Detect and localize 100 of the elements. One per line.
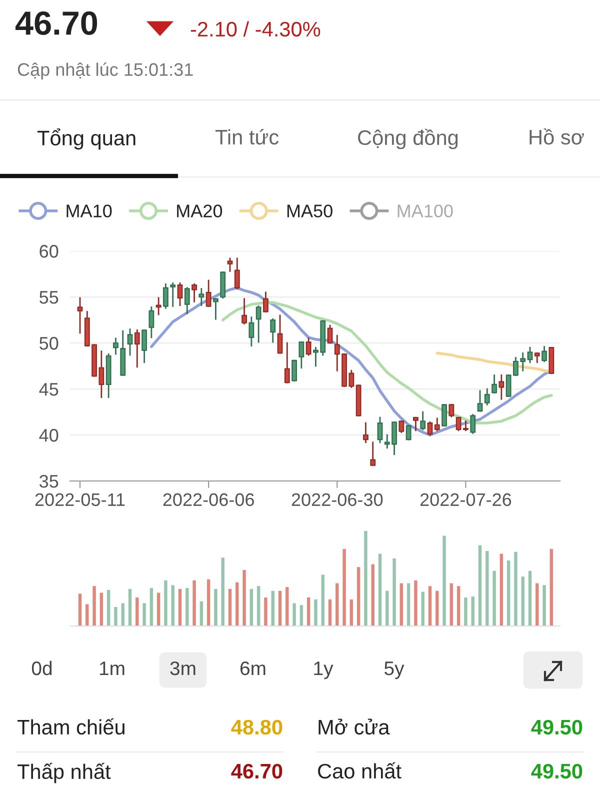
bar (342, 549, 346, 626)
bar (456, 586, 460, 626)
candlestick (134, 329, 140, 368)
bar (378, 554, 382, 626)
text: 48.80 (231, 720, 282, 735)
bar (386, 590, 389, 626)
candlestick (284, 342, 290, 384)
candlestick (184, 287, 190, 314)
candlestick (427, 421, 433, 436)
candlestick (484, 388, 490, 406)
candlestick (206, 280, 212, 307)
bar (192, 580, 196, 626)
candlestick (534, 352, 540, 364)
text: Tin tức (215, 129, 279, 145)
legend-label: MA100 (398, 204, 453, 218)
bar (392, 558, 396, 626)
legend-label: MA50 (287, 204, 332, 218)
bar (264, 598, 268, 626)
text: Tổng quan (37, 128, 136, 150)
text: Cập nhật lúc 15:01:31 (18, 62, 193, 80)
candlestick (470, 414, 476, 434)
text: 0d (32, 660, 52, 676)
candlestick (420, 411, 426, 430)
candlestick (363, 422, 368, 444)
bar (292, 603, 296, 626)
candlestick (198, 288, 204, 306)
candlestick (498, 374, 504, 400)
candlestick (270, 318, 276, 343)
text: 46.70 (16, 11, 98, 35)
bar (428, 586, 432, 626)
candlestick (413, 416, 418, 432)
bar (414, 580, 418, 626)
x-tick-label: 2022-06-06 (163, 493, 254, 506)
text: 6m (240, 661, 266, 676)
bar (300, 605, 304, 626)
bar (350, 599, 354, 626)
bar (471, 596, 474, 626)
bar (136, 598, 139, 626)
bar (550, 549, 554, 626)
candlestick (142, 329, 147, 364)
text: 5y (384, 662, 404, 680)
text: 1m (100, 662, 124, 676)
bar (436, 590, 439, 626)
bar (164, 580, 168, 626)
bar (442, 536, 446, 626)
text: 49.50 (531, 720, 582, 735)
bar (400, 583, 404, 626)
bar (500, 554, 504, 626)
bar (228, 588, 232, 626)
bar (278, 590, 282, 626)
candlestick (434, 418, 440, 432)
bar (521, 576, 524, 626)
bar (78, 594, 82, 626)
y-tick-label: 50 (40, 336, 58, 350)
bar (478, 545, 482, 626)
text: 49.50 (531, 764, 582, 779)
bar (86, 604, 89, 626)
text: 3m (170, 661, 196, 676)
text: 1y (314, 662, 334, 680)
candlestick (177, 282, 183, 306)
bar (286, 587, 289, 626)
x-tick-label: 2022-06-30 (292, 493, 383, 506)
bar (221, 558, 224, 626)
bar (214, 588, 218, 626)
y-tick-label: 60 (40, 244, 58, 258)
bar (206, 579, 210, 626)
text: Mở cửa (318, 718, 390, 735)
bar (328, 599, 332, 626)
bar (114, 607, 118, 626)
bar (450, 583, 454, 626)
bar (528, 570, 532, 626)
legend-label: MA10 (66, 204, 112, 218)
bar (100, 592, 104, 626)
candlestick (77, 297, 83, 334)
bar (364, 531, 368, 626)
bar (464, 598, 468, 626)
candlestick (242, 298, 247, 324)
bar (271, 590, 274, 626)
candlestick (370, 442, 376, 466)
bar (256, 586, 260, 626)
text: Thấp nhất (17, 762, 111, 784)
bar (250, 588, 254, 626)
candlestick (277, 314, 283, 354)
bar (336, 583, 339, 626)
candlestick (306, 338, 312, 356)
candlestick (398, 420, 404, 433)
candlestick (292, 360, 297, 382)
text: -2.10 / -4.30% (190, 21, 320, 37)
candlestick (442, 404, 447, 426)
bar (106, 590, 110, 626)
bar (306, 598, 310, 626)
candlestick (527, 346, 533, 364)
candlestick (156, 297, 162, 316)
candlestick (263, 292, 268, 312)
y-tick-label: 35 (39, 474, 58, 488)
bar (200, 601, 204, 626)
candlestick (542, 346, 547, 362)
candlestick (113, 338, 118, 355)
candlestick (406, 425, 412, 440)
candlestick (298, 341, 304, 369)
